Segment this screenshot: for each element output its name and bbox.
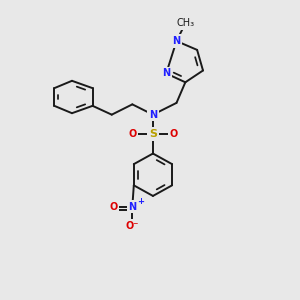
Text: O⁻: O⁻ bbox=[126, 221, 139, 231]
Text: +: + bbox=[137, 197, 144, 206]
Text: CH₃: CH₃ bbox=[176, 18, 194, 28]
Text: N: N bbox=[172, 36, 181, 46]
Text: N: N bbox=[128, 202, 136, 212]
Text: N: N bbox=[162, 68, 170, 78]
Text: O: O bbox=[169, 129, 178, 139]
Text: N: N bbox=[149, 110, 157, 120]
Text: O: O bbox=[109, 202, 117, 212]
Text: S: S bbox=[149, 129, 157, 139]
Text: O: O bbox=[128, 129, 136, 139]
